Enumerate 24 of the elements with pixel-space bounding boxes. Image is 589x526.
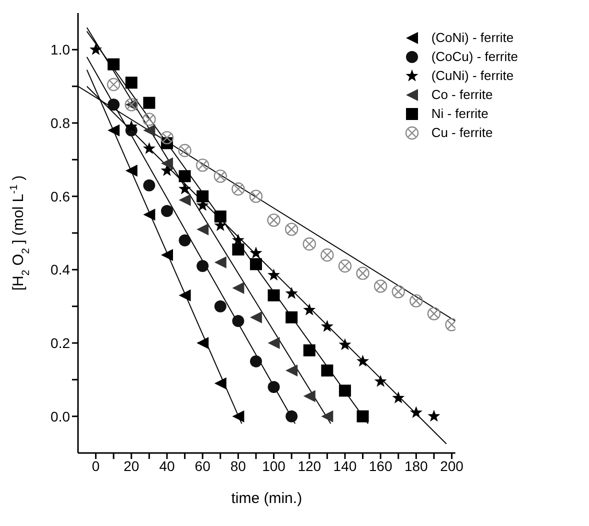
x-tick-label: 60 — [194, 458, 211, 474]
x-tick-label: 200 — [440, 458, 464, 474]
legend-label: Ni - ferrite — [431, 106, 488, 121]
x-tick-label: 100 — [262, 458, 286, 474]
x-tick-label: 0 — [92, 458, 100, 474]
y-tick-label: 0.6 — [50, 188, 70, 204]
x-tick-label: 80 — [230, 458, 246, 474]
y-tick-label: 0.4 — [50, 262, 70, 278]
y-tick-label: 0.0 — [50, 408, 70, 424]
legend-label: (CoCu) - ferrite — [431, 49, 518, 64]
x-tick-label: 20 — [124, 458, 140, 474]
x-tick-label: 180 — [404, 458, 428, 474]
x-tick-label: 120 — [298, 458, 322, 474]
x-axis-title: time (min.) — [231, 490, 302, 507]
x-tick-label: 40 — [159, 458, 175, 474]
y-tick-label: 1.0 — [50, 42, 70, 58]
legend-label: (CuNi) - ferrite — [431, 68, 514, 83]
legend-label: Co - ferrite — [431, 87, 493, 102]
legend-label: Cu - ferrite — [431, 125, 493, 140]
legend-label: (CoNi) - ferrite — [431, 30, 514, 45]
y-tick-label: 0.8 — [50, 114, 70, 131]
y-tick-label: 0.2 — [50, 334, 70, 351]
x-tick-label: 160 — [368, 458, 392, 474]
x-tick-label: 140 — [333, 458, 357, 474]
